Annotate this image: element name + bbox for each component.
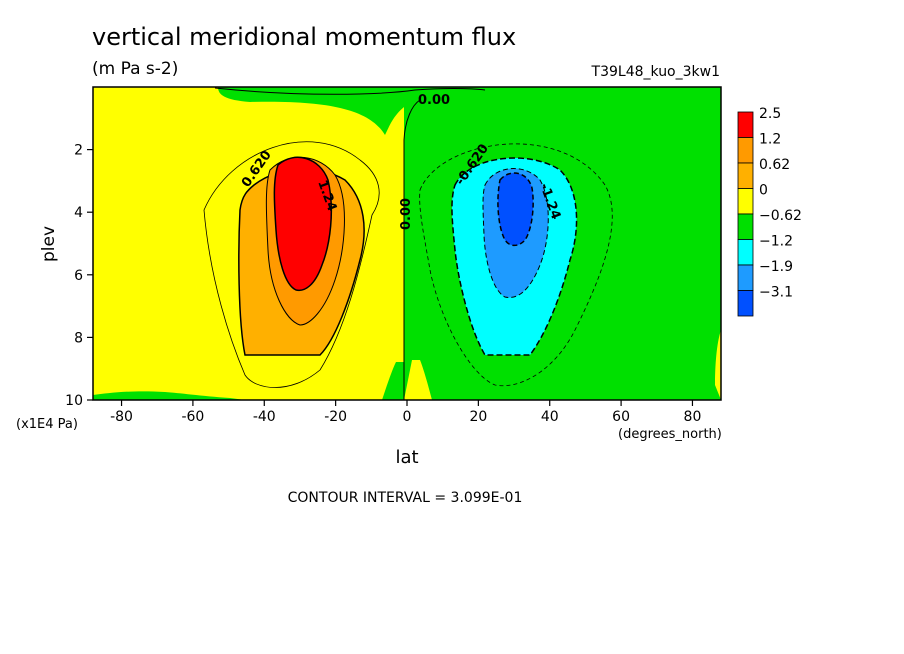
contour-interval-note: CONTOUR INTERVAL = 3.099E-01 [288,490,523,506]
contour-zero-top [214,87,486,95]
fill-bottom-strip [93,391,245,400]
legend-swatch [737,239,754,266]
legend-swatch [737,290,754,317]
plot-area [93,87,721,400]
y-axis: 2 4 6 8 10 [65,143,93,409]
x-tick-label: -80 [110,409,133,425]
x-axis-title: lat [395,447,418,468]
chart-title: vertical meridional momentum flux [92,23,516,51]
legend-swatch [737,188,754,215]
legend: 2.5 1.2 0.62 0 −0.62 −1.2 −1.9 −3.1 [737,106,802,317]
legend-label: 0 [759,183,768,199]
fill-top-strip [218,87,600,140]
legend-swatch [737,264,754,291]
legend-label: −1.9 [759,259,793,275]
fill-neg-3.1 [497,172,534,247]
x-tick-label: 80 [684,409,702,425]
y-tick-label: 2 [74,143,83,159]
dataset-label: T39L48_kuo_3kw1 [591,64,720,80]
y-tick-label: 6 [74,268,83,284]
contour-neg-0.31 [419,143,613,387]
x-tick-label: 20 [469,409,487,425]
y-tick-label: 4 [74,205,83,221]
chart-units: (m Pa s-2) [92,59,178,79]
x-tick-label: -20 [324,409,347,425]
y-tick-label: 10 [65,393,83,409]
fill-pos-2.5 [273,156,333,292]
legend-swatch [737,137,754,164]
legend-label: 0.62 [759,157,790,173]
legend-label: 2.5 [759,106,781,122]
legend-swatch [737,111,754,138]
legend-label: −1.2 [759,234,793,250]
x-tick-label: 0 [403,409,412,425]
fill-equator-tongue [382,362,404,400]
legend-label: −3.1 [759,285,793,301]
x-tick-label: -60 [181,409,204,425]
contour-pos-0.31 [203,141,380,388]
x-axis-units: (degrees_north) [618,427,722,442]
y-axis-units: (x1E4 Pa) [16,417,78,432]
x-tick-label: 60 [612,409,630,425]
legend-swatch [737,162,754,189]
y-axis-title: plev [39,226,59,262]
legend-label: −0.62 [759,208,802,224]
x-tick-label: 40 [541,409,559,425]
contour-zero-equator [403,99,421,400]
legend-label: 1.2 [759,132,781,148]
legend-swatch [737,213,754,240]
x-tick-label: -40 [253,409,276,425]
contour-label-zero-top: 0.00 [418,93,450,108]
contour-label-zero-equator: 0.00 [399,198,414,230]
x-axis: -80 -60 -40 -20 0 20 40 60 80 [110,400,701,425]
y-tick-label: 8 [74,330,83,346]
